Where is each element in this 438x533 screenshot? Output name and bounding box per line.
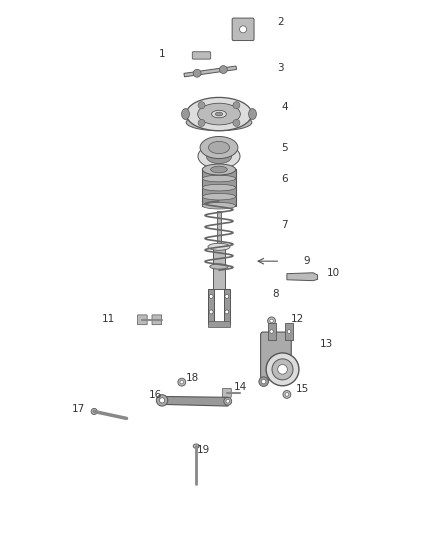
Ellipse shape xyxy=(208,243,230,251)
Ellipse shape xyxy=(272,359,293,380)
Ellipse shape xyxy=(193,69,201,77)
FancyBboxPatch shape xyxy=(223,389,231,397)
Ellipse shape xyxy=(212,110,226,118)
Text: 12: 12 xyxy=(291,314,304,324)
Ellipse shape xyxy=(178,378,186,386)
Text: 14: 14 xyxy=(233,383,247,392)
Text: 19: 19 xyxy=(197,446,210,455)
Ellipse shape xyxy=(193,444,199,448)
Ellipse shape xyxy=(202,164,236,175)
Ellipse shape xyxy=(180,381,184,384)
Ellipse shape xyxy=(261,379,266,384)
Text: 9: 9 xyxy=(303,256,310,266)
Ellipse shape xyxy=(278,365,287,374)
Ellipse shape xyxy=(198,119,205,126)
Ellipse shape xyxy=(202,166,236,173)
Ellipse shape xyxy=(283,391,291,398)
Ellipse shape xyxy=(233,119,240,126)
Bar xyxy=(224,289,230,324)
Text: 7: 7 xyxy=(281,220,288,230)
Ellipse shape xyxy=(224,397,232,405)
Ellipse shape xyxy=(225,294,229,298)
Ellipse shape xyxy=(209,294,213,298)
Ellipse shape xyxy=(202,175,236,182)
Ellipse shape xyxy=(209,310,213,314)
Ellipse shape xyxy=(198,144,240,168)
Text: 2: 2 xyxy=(277,18,284,27)
Ellipse shape xyxy=(285,393,289,396)
Polygon shape xyxy=(160,397,230,406)
Text: 8: 8 xyxy=(272,289,279,299)
FancyBboxPatch shape xyxy=(261,332,291,380)
Text: 13: 13 xyxy=(320,339,333,349)
Bar xyxy=(208,321,230,327)
Bar xyxy=(208,289,214,324)
Ellipse shape xyxy=(202,184,236,191)
Ellipse shape xyxy=(198,103,240,125)
Text: 4: 4 xyxy=(281,102,288,111)
Ellipse shape xyxy=(159,398,165,403)
FancyBboxPatch shape xyxy=(192,52,211,59)
Ellipse shape xyxy=(270,330,273,333)
Polygon shape xyxy=(287,273,318,281)
Ellipse shape xyxy=(266,353,299,386)
Ellipse shape xyxy=(259,377,268,386)
FancyBboxPatch shape xyxy=(232,18,254,41)
Text: 16: 16 xyxy=(149,391,162,400)
Text: 5: 5 xyxy=(281,143,288,153)
Ellipse shape xyxy=(226,400,230,403)
Ellipse shape xyxy=(181,109,189,119)
Ellipse shape xyxy=(225,310,229,314)
Ellipse shape xyxy=(202,193,236,200)
Ellipse shape xyxy=(211,166,227,173)
Ellipse shape xyxy=(206,149,232,164)
Ellipse shape xyxy=(268,317,276,325)
Text: 10: 10 xyxy=(326,268,339,278)
Ellipse shape xyxy=(186,114,252,131)
Ellipse shape xyxy=(233,102,240,109)
Text: 17: 17 xyxy=(71,405,85,414)
Ellipse shape xyxy=(215,112,223,116)
FancyBboxPatch shape xyxy=(202,169,236,206)
Bar xyxy=(285,323,293,340)
Ellipse shape xyxy=(240,26,247,33)
Ellipse shape xyxy=(186,98,252,131)
Ellipse shape xyxy=(210,264,228,269)
Text: 11: 11 xyxy=(102,314,115,324)
Ellipse shape xyxy=(219,66,227,74)
Text: 18: 18 xyxy=(186,374,199,383)
Ellipse shape xyxy=(156,394,168,406)
Text: 3: 3 xyxy=(277,63,284,73)
Ellipse shape xyxy=(200,136,238,158)
Ellipse shape xyxy=(287,330,291,333)
Polygon shape xyxy=(184,66,237,77)
Bar xyxy=(217,211,221,266)
FancyBboxPatch shape xyxy=(152,315,162,325)
Ellipse shape xyxy=(198,102,205,109)
Bar xyxy=(268,323,276,340)
Bar xyxy=(213,247,225,289)
Text: 1: 1 xyxy=(159,50,166,59)
Ellipse shape xyxy=(91,408,97,415)
Ellipse shape xyxy=(270,319,273,322)
Ellipse shape xyxy=(202,203,236,209)
Text: 15: 15 xyxy=(296,384,309,394)
Text: 6: 6 xyxy=(281,174,288,183)
FancyBboxPatch shape xyxy=(138,315,147,325)
Ellipse shape xyxy=(208,141,230,154)
Ellipse shape xyxy=(249,109,257,119)
